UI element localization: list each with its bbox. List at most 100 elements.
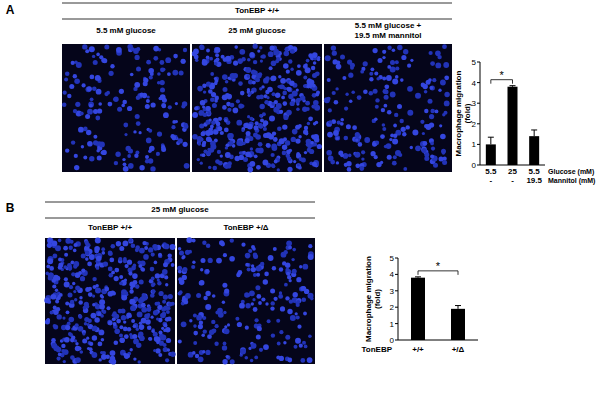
cell-dot (375, 98, 379, 102)
cell-dot (153, 56, 158, 61)
cell-dot (288, 94, 293, 99)
cell-dot (164, 275, 168, 279)
cell-dot (119, 246, 124, 251)
cell-dot (245, 151, 251, 157)
cell-dot (443, 62, 449, 68)
cell-dot (335, 135, 340, 140)
cell-dot (369, 91, 374, 96)
cell-dot (279, 138, 285, 144)
cell-dot (227, 108, 231, 112)
cell-dot (420, 120, 424, 124)
cell-dot (373, 89, 378, 94)
y-axis-label-line: (fold) (463, 103, 472, 123)
cell-dot (99, 358, 102, 361)
cell-dot (253, 307, 258, 312)
cell-dot (83, 155, 87, 159)
cell-dot (223, 87, 228, 92)
cell-dot (286, 150, 291, 155)
cell-dot (229, 256, 235, 262)
cell-dot (92, 352, 98, 358)
cell-dot (215, 159, 220, 164)
cell-dot (184, 163, 190, 169)
cell-dot (265, 121, 268, 124)
panel-header: 25 mM glucose (151, 205, 209, 214)
cell-dot (196, 315, 202, 321)
cell-dot (238, 81, 243, 86)
cell-dot (70, 355, 75, 360)
cell-dot (58, 258, 62, 262)
cell-dot (237, 322, 242, 327)
cell-dot (433, 163, 438, 168)
cell-dot (158, 254, 162, 258)
cell-dot (95, 116, 100, 121)
cell-dot (279, 356, 284, 361)
cell-dot (295, 99, 300, 104)
cell-dot (349, 100, 353, 104)
cell-dot (310, 297, 314, 301)
cell-dot (326, 150, 332, 156)
cell-dot (440, 134, 446, 140)
cell-dot (127, 260, 132, 265)
cell-dot (212, 328, 217, 333)
cell-dot (225, 152, 231, 158)
cell-dot (345, 93, 348, 96)
row-label: TonEBP (361, 345, 392, 354)
cell-dot (310, 141, 313, 144)
image-caption: 5.5 mM glucose (96, 26, 156, 35)
cell-dot (96, 89, 102, 95)
cell-dot (151, 283, 155, 287)
cell-dot (137, 312, 143, 318)
cell-dot (272, 92, 276, 96)
cell-dot (265, 302, 268, 305)
cell-dot (274, 50, 279, 55)
cell-dot (156, 152, 160, 156)
cell-dot (211, 320, 215, 324)
cell-dot (222, 74, 228, 80)
cell-dot (387, 155, 392, 160)
cell-dot (223, 342, 227, 346)
cell-dot (89, 46, 95, 52)
cell-dot (290, 101, 295, 106)
cell-dot (259, 114, 263, 118)
cell-dot (363, 61, 368, 66)
cell-dot (202, 241, 206, 245)
cell-dot (92, 325, 97, 330)
cell-dot (291, 137, 296, 142)
cell-dot (73, 261, 79, 267)
cell-dot (147, 95, 150, 98)
cell-dot (85, 257, 89, 261)
cell-dot (170, 352, 175, 357)
cell-dot (307, 357, 313, 363)
cell-dot (268, 134, 274, 140)
cell-dot (308, 116, 313, 121)
cell-dot (192, 112, 198, 118)
cell-dot (360, 70, 364, 74)
cell-dot (59, 293, 63, 297)
cell-dot (290, 49, 295, 54)
cell-dot (56, 347, 62, 353)
cell-dot (390, 134, 394, 138)
plot-area (486, 86, 539, 165)
cell-dot (265, 76, 270, 81)
y-tick (395, 307, 398, 308)
cell-dot (165, 283, 168, 286)
cell-dot (138, 360, 141, 363)
x-tick-label: - (511, 176, 514, 185)
cell-dot (85, 243, 89, 247)
cell-dot (51, 294, 57, 300)
cell-dot (65, 238, 71, 244)
cell-dot (181, 321, 187, 327)
cell-dot (251, 302, 254, 305)
y-tick (477, 165, 480, 166)
cell-dot (442, 160, 447, 165)
cell-dot (230, 141, 234, 145)
cell-dot (120, 350, 126, 356)
cell-dot (226, 355, 230, 359)
cell-dot (160, 80, 165, 85)
cell-dot (91, 313, 97, 319)
cell-dot (265, 161, 268, 164)
y-axis-label: Macrophage migration(fold) (454, 70, 472, 156)
cell-dot (287, 167, 292, 172)
cell-dot (188, 250, 192, 254)
cell-dot (397, 104, 402, 109)
